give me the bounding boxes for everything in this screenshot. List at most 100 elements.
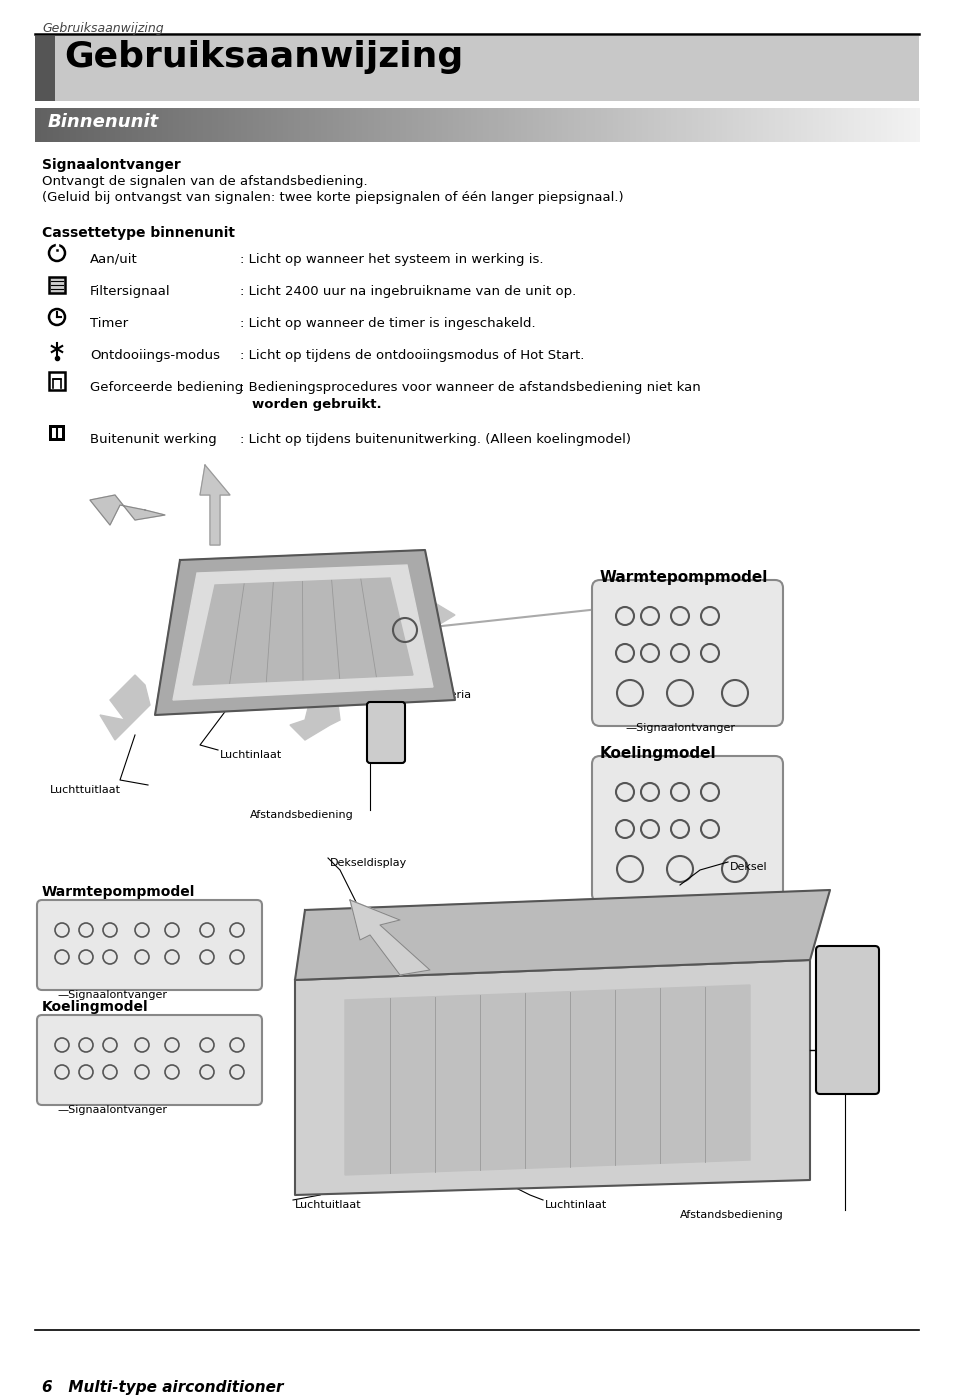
Bar xyxy=(453,108,456,141)
Bar xyxy=(653,108,657,141)
Bar xyxy=(618,108,621,141)
Text: Dekseldisplay: Dekseldisplay xyxy=(330,858,407,868)
Bar xyxy=(50,108,53,141)
Bar xyxy=(471,108,475,141)
Bar xyxy=(456,108,460,141)
Bar xyxy=(703,108,707,141)
Bar xyxy=(506,108,510,141)
Text: Geforceerde bediening: Geforceerde bediening xyxy=(90,381,243,393)
Bar xyxy=(35,36,55,101)
Bar xyxy=(495,108,498,141)
Bar xyxy=(397,108,401,141)
Bar xyxy=(276,108,280,141)
Bar xyxy=(509,108,513,141)
Bar xyxy=(491,108,496,141)
Bar xyxy=(785,108,789,141)
Text: 6   Multi-type airconditioner: 6 Multi-type airconditioner xyxy=(42,1380,283,1394)
Bar xyxy=(500,108,504,141)
Bar xyxy=(247,108,251,141)
Text: —Signaalontvanger: —Signaalontvanger xyxy=(624,722,734,734)
Bar xyxy=(623,108,628,141)
Bar xyxy=(312,108,315,141)
Bar xyxy=(309,108,313,141)
Bar xyxy=(774,108,778,141)
Bar xyxy=(579,108,583,141)
Bar xyxy=(209,108,213,141)
Bar xyxy=(588,108,593,141)
Bar xyxy=(536,108,539,141)
Bar xyxy=(591,108,596,141)
Bar xyxy=(603,108,607,141)
Bar xyxy=(52,108,56,141)
Bar xyxy=(744,108,748,141)
Text: Timer: Timer xyxy=(90,316,128,330)
Bar xyxy=(903,108,907,141)
Bar xyxy=(577,108,580,141)
Text: Luchtuitlaat: Luchtuitlaat xyxy=(294,1200,361,1210)
Bar xyxy=(147,108,151,141)
Bar xyxy=(403,108,407,141)
Text: worden gebruikt.: worden gebruikt. xyxy=(252,398,381,412)
Bar xyxy=(176,108,180,141)
Bar xyxy=(65,108,69,141)
Bar xyxy=(615,108,618,141)
Bar xyxy=(885,108,889,141)
Bar xyxy=(288,108,292,141)
Bar xyxy=(314,108,318,141)
Bar xyxy=(874,108,878,141)
Bar xyxy=(391,108,395,141)
Bar xyxy=(821,108,825,141)
Bar xyxy=(741,108,745,141)
Text: : Licht op tijdens de ontdooiingsmodus of Hot Start.: : Licht op tijdens de ontdooiingsmodus o… xyxy=(240,349,584,363)
Text: Gebruiksaanwijzing: Gebruiksaanwijzing xyxy=(42,22,164,35)
Polygon shape xyxy=(379,601,455,630)
Bar xyxy=(441,108,445,141)
Bar xyxy=(68,108,71,141)
Bar xyxy=(606,108,610,141)
Bar xyxy=(158,108,163,141)
Bar xyxy=(750,108,754,141)
Bar xyxy=(503,108,507,141)
Bar xyxy=(93,108,98,141)
Bar xyxy=(627,108,631,141)
Bar xyxy=(695,108,699,141)
Bar xyxy=(809,108,813,141)
Bar xyxy=(801,108,804,141)
Bar xyxy=(347,108,351,141)
Bar xyxy=(182,108,186,141)
Bar xyxy=(612,108,616,141)
Bar xyxy=(556,108,560,141)
Bar xyxy=(282,108,286,141)
Bar xyxy=(47,108,51,141)
Bar xyxy=(333,108,336,141)
Bar xyxy=(733,108,737,141)
Bar xyxy=(803,108,807,141)
Bar xyxy=(600,108,604,141)
Bar xyxy=(73,108,77,141)
Bar xyxy=(868,108,872,141)
Bar xyxy=(285,108,289,141)
Bar xyxy=(630,108,634,141)
Bar xyxy=(723,108,728,141)
Bar xyxy=(409,108,413,141)
Bar xyxy=(898,108,902,141)
Bar xyxy=(777,108,781,141)
Bar xyxy=(839,108,842,141)
Bar xyxy=(730,108,734,141)
Bar xyxy=(541,108,545,141)
Bar xyxy=(558,108,563,141)
Bar xyxy=(438,108,442,141)
Polygon shape xyxy=(100,675,150,741)
Bar xyxy=(279,108,283,141)
Bar xyxy=(250,108,253,141)
Bar xyxy=(488,108,492,141)
Bar xyxy=(326,108,331,141)
Bar xyxy=(420,108,424,141)
Text: Ontdooiings-modus: Ontdooiings-modus xyxy=(90,349,220,363)
Bar xyxy=(82,108,86,141)
Bar xyxy=(52,428,62,438)
Bar xyxy=(688,108,693,141)
Bar xyxy=(132,108,136,141)
Bar xyxy=(193,108,198,141)
Bar xyxy=(265,108,269,141)
